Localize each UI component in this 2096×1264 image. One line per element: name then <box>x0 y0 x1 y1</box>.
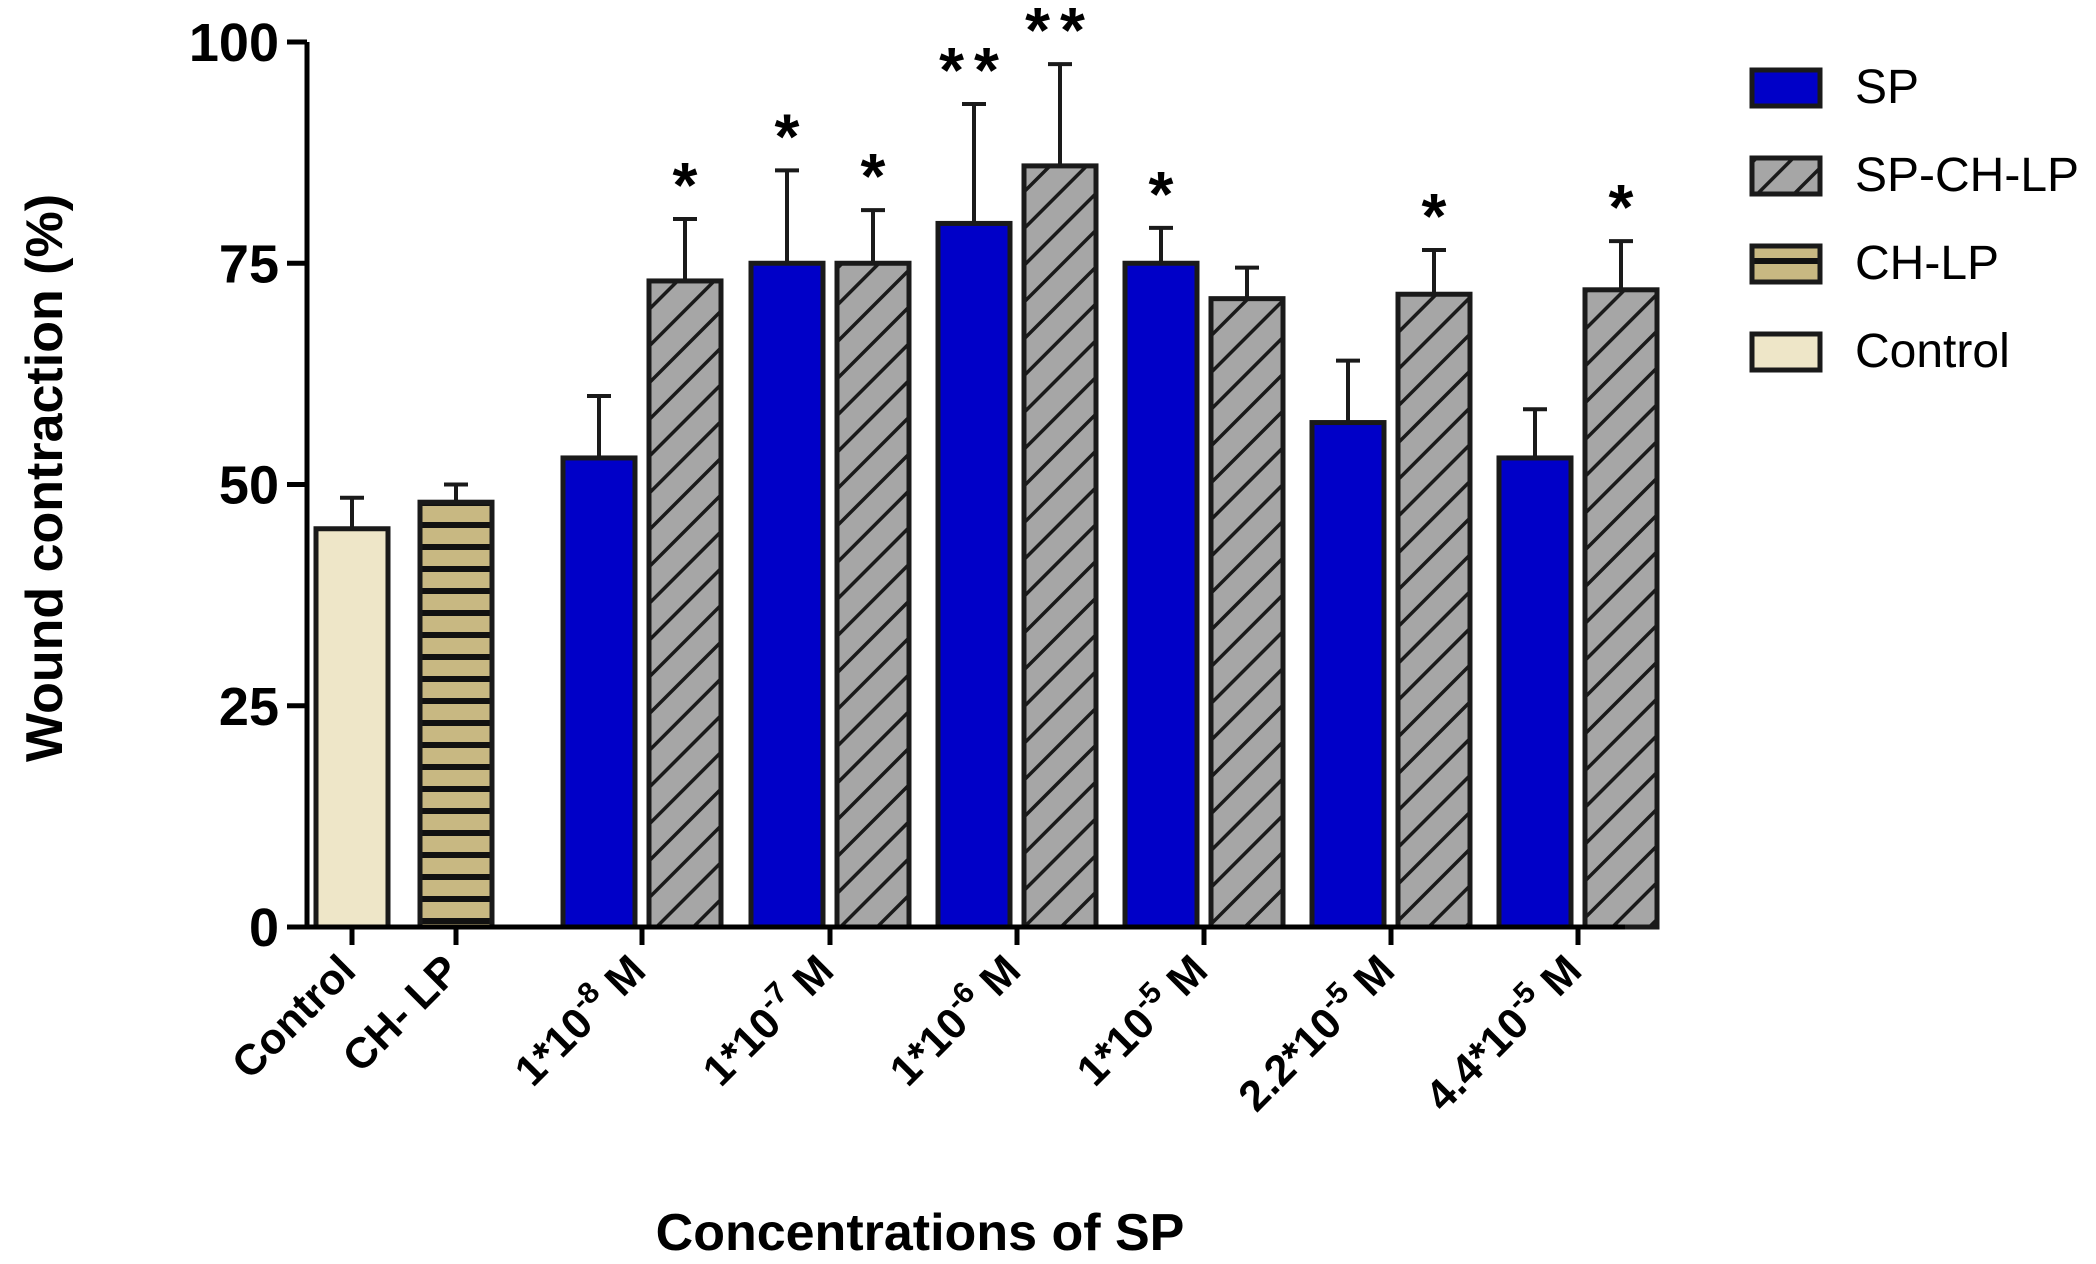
significance-marker: ** <box>939 34 1009 106</box>
legend-label: SP <box>1855 61 1919 114</box>
x-tick-label: 1*10-5 M <box>1064 942 1217 1095</box>
y-axis: 0 25 50 75 100 <box>189 13 310 958</box>
bar-sp-ch-lp-5 <box>1208 296 1286 930</box>
significance-marker: * <box>1149 158 1174 230</box>
bar-sp-ch-lp-2 <box>646 278 724 930</box>
bar-sp-ch-lp-7 <box>1582 287 1660 930</box>
y-tick-label: 100 <box>189 13 279 73</box>
x-axis-title: Concentrations of SP <box>656 1204 1185 1262</box>
significance-marker: ** <box>1025 0 1095 66</box>
y-tick-label: 75 <box>219 234 279 294</box>
legend-swatch-ch-lp <box>1749 243 1823 285</box>
bar-sp-ch-lp-6 <box>1395 291 1473 930</box>
x-tick-label: 4.4*10-5 M <box>1412 942 1591 1121</box>
y-tick-label: 0 <box>249 898 279 958</box>
y-tick-label: 25 <box>219 677 279 737</box>
x-tick-label: 1*10-6 M <box>877 942 1030 1095</box>
legend-swatch-sp-ch-lp <box>1749 155 1823 197</box>
bar-sp-ch-lp-3 <box>834 260 912 930</box>
x-tick-label-base: 2.2*10 <box>1230 999 1352 1121</box>
bar-control-0 <box>313 526 391 930</box>
bar-sp-7 <box>1496 455 1574 930</box>
significance-marker: * <box>1609 171 1634 243</box>
x-tick-label: Control <box>223 946 365 1088</box>
bar-sp-ch-lp-4 <box>1021 163 1099 930</box>
x-tick-label: 2.2*10-5 M <box>1225 942 1404 1121</box>
bar-sp-6 <box>1309 420 1387 930</box>
legend: SP SP-CH-LP CH-LP Control <box>1749 61 2079 378</box>
significance-marker: * <box>861 140 886 212</box>
x-tick-label: 1*10-7 M <box>690 942 843 1095</box>
bar-ch-lp-1 <box>417 499 495 930</box>
error-bars <box>340 62 1633 529</box>
legend-swatch-control <box>1749 331 1823 373</box>
bars <box>313 163 1660 930</box>
legend-label: CH-LP <box>1855 237 1999 290</box>
legend-label: SP-CH-LP <box>1855 149 2079 202</box>
legend-label: Control <box>1855 325 2010 378</box>
significance-marker: * <box>1422 180 1447 252</box>
legend-swatch-sp <box>1749 67 1823 109</box>
significance-marker: * <box>775 100 800 172</box>
x-tick-label: CH- LP <box>334 946 469 1081</box>
x-tick-label-base: 4.4*10 <box>1417 999 1539 1121</box>
significance-markers: ******** * * <box>673 0 1634 252</box>
bar-sp-4 <box>935 220 1013 930</box>
y-axis-title: Wound contraction (%) <box>16 194 74 762</box>
x-tick-label: 1*10-8 M <box>502 942 655 1095</box>
x-tick-label-base: Control <box>223 946 365 1088</box>
y-tick-label: 50 <box>219 456 279 516</box>
bar-sp-3 <box>748 260 826 930</box>
bar-sp-2 <box>560 455 638 930</box>
x-tick-label-base: CH- LP <box>334 946 469 1081</box>
significance-marker: * <box>673 149 698 221</box>
bar-sp-5 <box>1122 260 1200 930</box>
